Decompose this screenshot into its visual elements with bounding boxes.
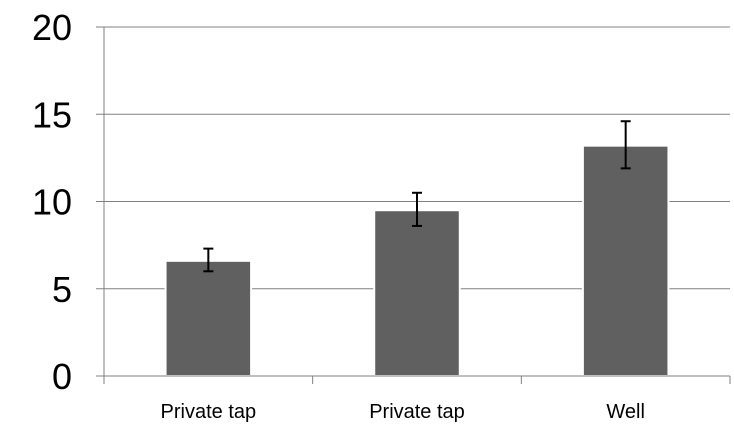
y-tick-label: 0 xyxy=(52,356,72,397)
bar xyxy=(373,209,461,377)
x-tick-label: Private tap xyxy=(369,401,465,423)
y-tick-label: 20 xyxy=(32,7,72,48)
x-tick-label: Well xyxy=(606,401,645,423)
bar xyxy=(164,259,253,377)
y-tick-label: 10 xyxy=(32,182,72,223)
error-bars xyxy=(203,120,631,273)
tick-labels: 0 5 10 15 20 Private tap Private tap Well xyxy=(32,7,645,423)
bar xyxy=(581,144,670,377)
axes xyxy=(96,26,731,384)
x-tick-label: Private tap xyxy=(161,401,257,423)
bars xyxy=(164,144,670,377)
y-tick-label: 15 xyxy=(32,94,72,135)
y-tick-label: 5 xyxy=(52,269,72,310)
